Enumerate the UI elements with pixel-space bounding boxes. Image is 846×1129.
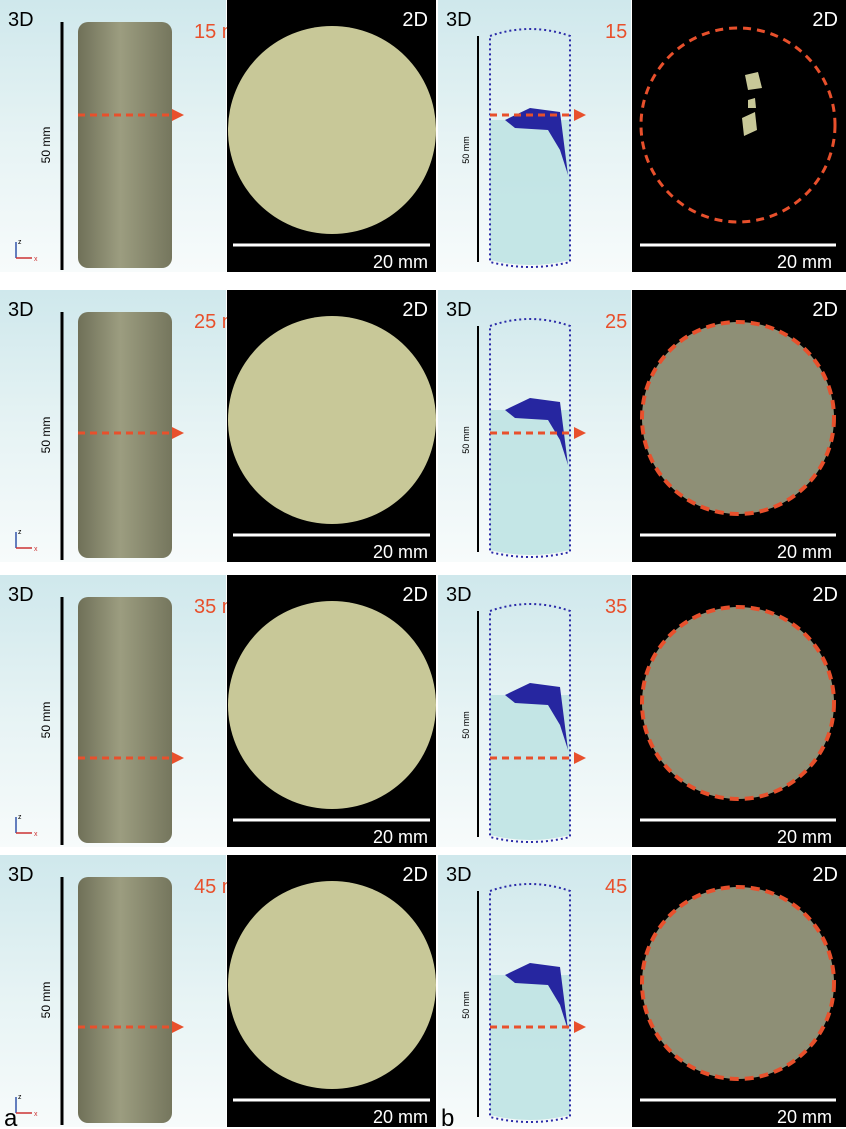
view-label: 2D [402, 864, 428, 886]
height-label: 50 mm [39, 702, 53, 739]
height-label: 50 mm [39, 127, 53, 164]
slice [642, 887, 834, 1079]
slice [228, 881, 436, 1089]
cylinder [78, 597, 172, 843]
view-label: 2D [812, 9, 838, 31]
height-label: 50 mm [461, 711, 471, 739]
cylinder [78, 22, 172, 268]
scale-label: 20 mm [373, 252, 428, 272]
view-label: 2D [402, 299, 428, 321]
cylinder [78, 312, 172, 558]
panel-label: a [4, 1105, 18, 1129]
view-label: 3D [446, 864, 472, 886]
height-label: 50 mm [461, 991, 471, 1019]
view-label: 3D [8, 864, 34, 886]
view-label: 2D [812, 584, 838, 606]
axis-z-label: z [18, 1094, 22, 1101]
page: 50 mm3D15 mmzx2D20 mm50 mm3D15 mm2D20 mm… [0, 0, 846, 1129]
view-2d-bg [632, 0, 846, 272]
figure: 50 mm3D15 mmzx2D20 mm50 mm3D15 mm2D20 mm… [0, 0, 846, 1129]
view-label: 2D [812, 299, 838, 321]
axis-z-label: z [18, 239, 22, 246]
axis-z-label: z [18, 814, 22, 821]
axis-x-label: x [34, 256, 38, 263]
scale-label: 20 mm [373, 827, 428, 847]
view-label: 3D [446, 299, 472, 321]
scale-label: 20 mm [373, 542, 428, 562]
slice [642, 607, 834, 799]
cylinder [78, 877, 172, 1123]
view-label: 3D [8, 299, 34, 321]
height-label: 50 mm [39, 982, 53, 1019]
view-label: 2D [402, 9, 428, 31]
scale-label: 20 mm [777, 827, 832, 847]
view-label: 3D [446, 584, 472, 606]
scale-label: 20 mm [777, 1107, 832, 1127]
view-label: 2D [402, 584, 428, 606]
height-label: 50 mm [39, 417, 53, 454]
axis-x-label: x [34, 1111, 38, 1118]
slice [642, 322, 834, 514]
view-label: 3D [8, 9, 34, 31]
axis-x-label: x [34, 546, 38, 553]
scale-label: 20 mm [777, 542, 832, 562]
scale-label: 20 mm [373, 1107, 428, 1127]
slice [228, 316, 436, 524]
height-label: 50 mm [461, 136, 471, 164]
axis-z-label: z [18, 529, 22, 536]
axis-x-label: x [34, 831, 38, 838]
slice [228, 26, 436, 234]
scale-label: 20 mm [777, 252, 832, 272]
view-label: 3D [446, 9, 472, 31]
slice [228, 601, 436, 809]
view-label: 3D [8, 584, 34, 606]
height-label: 50 mm [461, 426, 471, 454]
panel-label: b [441, 1105, 454, 1129]
view-label: 2D [812, 864, 838, 886]
